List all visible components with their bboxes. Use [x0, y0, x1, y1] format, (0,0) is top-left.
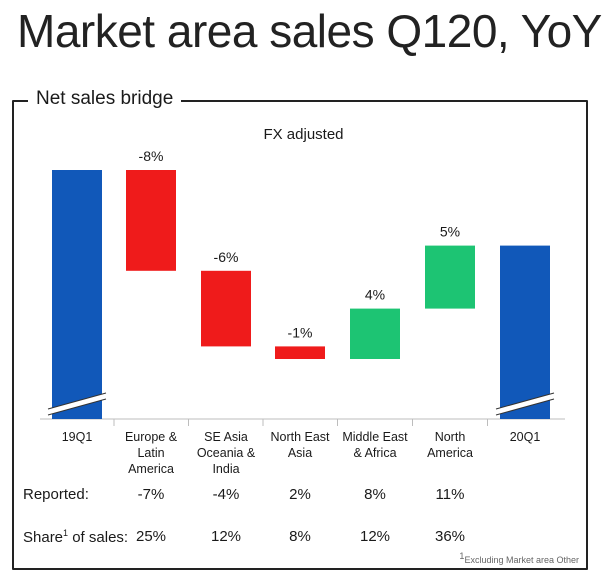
data-label: -6%	[214, 249, 239, 265]
row-value: 12%	[210, 528, 242, 545]
axis-break-line	[47, 398, 107, 416]
x-tick-label: Latin	[137, 446, 164, 460]
x-tick-label: Europe &	[125, 430, 178, 444]
x-tick-label: 19Q1	[62, 430, 93, 444]
data-label: 4%	[365, 287, 385, 303]
panel-title: Net sales bridge	[28, 88, 182, 110]
axis-break-line	[47, 392, 107, 410]
x-tick-label: Middle East	[342, 430, 408, 444]
data-label: 5%	[440, 224, 460, 240]
footnote: 1Excluding Market area Other	[459, 551, 579, 565]
row-value: 8%	[364, 486, 386, 503]
x-tick-label: 20Q1	[510, 430, 541, 444]
x-tick-label: Oceania &	[197, 446, 256, 460]
bar-se-asia-oceania-india	[201, 270, 251, 347]
bar-europe-latin-america	[126, 170, 176, 271]
page-title: Market area sales Q120, YoY	[17, 5, 602, 57]
bar-20q1	[500, 245, 550, 419]
row-value: -7%	[137, 486, 165, 503]
axis-break-line	[495, 392, 555, 410]
x-tick-label: India	[212, 462, 239, 476]
axis-break-line	[495, 398, 555, 416]
x-tick-label: North	[435, 430, 466, 444]
x-tick-label: North East	[270, 430, 330, 444]
row-value: 36%	[434, 528, 466, 545]
bar-north-america	[425, 245, 475, 309]
bar-19q1	[52, 170, 102, 419]
x-tick-label: America	[427, 446, 473, 460]
row-label: Reported:	[23, 486, 89, 503]
bar-middle-east-africa	[350, 308, 400, 359]
x-tick-label: Asia	[288, 446, 312, 460]
bar-north-east-asia	[275, 346, 325, 359]
chart-panel	[12, 100, 588, 570]
row-label: Share1 of sales:	[23, 528, 129, 546]
row-value: 12%	[359, 528, 391, 545]
axis-break-mark	[496, 393, 554, 415]
axis-break-mark	[48, 393, 106, 415]
x-tick-label: America	[128, 462, 174, 476]
data-label: -8%	[139, 148, 164, 164]
row-value: 11%	[435, 486, 465, 503]
data-label: -1%	[288, 324, 313, 340]
row-value: 25%	[135, 528, 167, 545]
x-tick-label: SE Asia	[204, 430, 248, 444]
x-tick-label: & Africa	[353, 446, 396, 460]
row-value: 8%	[289, 528, 311, 545]
row-value: -4%	[212, 486, 240, 503]
fx-adjusted-note: FX adjusted	[263, 126, 344, 143]
row-value: 2%	[289, 486, 311, 503]
